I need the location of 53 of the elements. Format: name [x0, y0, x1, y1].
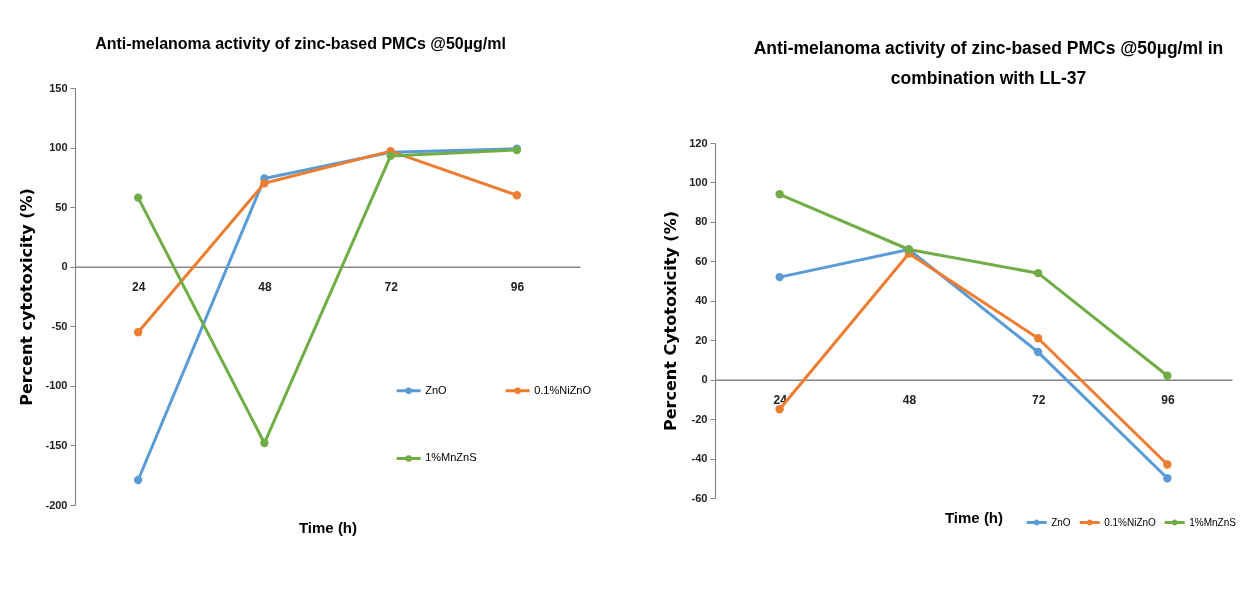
- legend-label: 0.1%NiZnO: [1104, 516, 1157, 528]
- x-tick-label: 24: [131, 280, 146, 295]
- y-tick-label: 120: [689, 136, 708, 149]
- y-tick-label: -200: [45, 498, 68, 511]
- legend-label: ZnO: [425, 383, 448, 396]
- point: [260, 179, 269, 188]
- y-tick-label: 20: [695, 333, 708, 346]
- legend-label: 1%MnZnS: [1189, 516, 1237, 528]
- y-axis-title: Percent Cytotoxicity (%): [661, 211, 681, 431]
- x-tick-label: 48: [258, 280, 272, 295]
- point: [386, 151, 395, 161]
- y-tick-label: -20: [691, 412, 708, 425]
- legend-label: ZnO: [1051, 516, 1071, 528]
- point: [775, 272, 784, 282]
- y-tick-label: -150: [45, 438, 68, 451]
- x-axis-title: Time (h): [944, 508, 1004, 526]
- y-tick-label: 80: [695, 215, 708, 228]
- point: [260, 438, 269, 448]
- x-tick-label: 96: [510, 280, 525, 295]
- legend-label: 0.1%NiZnO: [534, 383, 592, 396]
- y-tick-label: 50: [55, 200, 68, 213]
- point: [133, 193, 143, 202]
- x-tick-label: 96: [1161, 393, 1175, 408]
- y-tick-label: -50: [51, 319, 68, 332]
- point: [1163, 474, 1172, 483]
- y-tick-label: -60: [691, 491, 708, 504]
- chart-title: Anti-melanoma activity of zinc-based PMCs @50µg/ml: [95, 35, 506, 52]
- chart-title: Anti-melanoma activity of zinc-based PMCs @50µg/ml in combination with LL-37: [753, 37, 1224, 88]
- y-tick-label: 60: [695, 254, 708, 267]
- point: [1033, 334, 1043, 343]
- y-axis-title: Percent cytotoxicity (%): [17, 188, 37, 406]
- point: [775, 405, 784, 414]
- point: [133, 475, 143, 485]
- point: [1163, 460, 1172, 469]
- point: [775, 190, 784, 199]
- x-tick-label: 72: [384, 280, 399, 295]
- y-tick-label: 40: [695, 294, 708, 307]
- x-tick-label: 72: [1031, 393, 1046, 408]
- y-tick-label: -100: [45, 379, 68, 392]
- point: [1033, 268, 1043, 278]
- y-tick-label: 0: [701, 373, 708, 386]
- y-tick-label: 150: [49, 81, 68, 94]
- point: [512, 191, 522, 200]
- x-tick-label: 48: [902, 393, 917, 408]
- point: [133, 328, 143, 337]
- y-tick-label: 0: [61, 260, 68, 273]
- point: [1033, 347, 1043, 357]
- y-tick-label: -40: [691, 452, 708, 465]
- y-tick-label: 100: [49, 141, 68, 154]
- legend-label: 1%MnZnS: [425, 451, 477, 464]
- point: [1163, 371, 1172, 380]
- x-axis-title: Time (h): [298, 518, 358, 536]
- y-tick-label: 100: [689, 175, 708, 188]
